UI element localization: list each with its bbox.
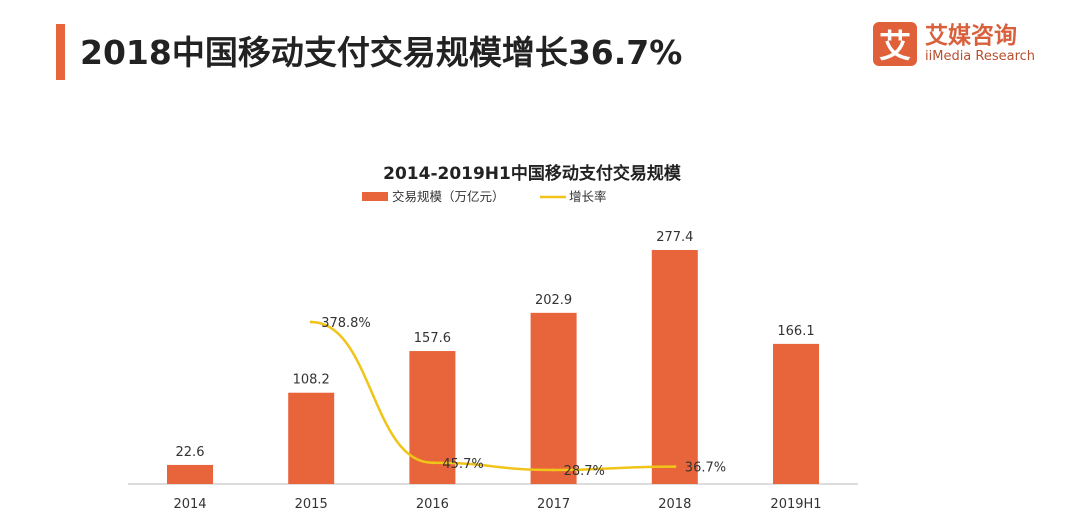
x-tick-2014: 2014 [173,497,206,512]
growth-point-2016 [430,461,434,465]
bar-2017 [530,312,577,484]
growth-point-2015 [309,320,313,324]
x-tick-2018: 2018 [658,497,691,512]
legend-line-label: 增长率 [569,189,607,204]
growth-point-2018 [673,465,677,469]
bar-label-2018: 277.4 [656,230,693,245]
logo-name-en: iiMedia Research [925,49,1036,64]
bar-label-2016: 157.6 [414,331,451,346]
legend-bar-swatch [362,192,388,201]
growth-rate-line [311,320,675,472]
growth-label-2016: 45.7% [442,457,483,472]
growth-point-2017 [552,468,556,472]
logo-mark: 艾 [873,22,917,66]
bar-label-2019H1: 166.1 [777,324,814,339]
x-tick-2015: 2015 [295,497,328,512]
growth-label-2017: 28.7% [564,464,605,479]
bar-2015 [288,392,335,484]
bar-2014 [167,464,213,484]
logo-name-cn: 艾媒咨询 [925,23,1017,49]
growth-label-2018: 36.7% [685,461,726,476]
iimedia-logo: 艾 艾媒咨询 iiMedia Research [873,22,1035,66]
growth-label-2015: 378.8% [321,316,371,331]
x-tick-2016: 2016 [416,497,449,512]
page-title: 2018中国移动支付交易规模增长36.7% [80,33,683,72]
x-tick-2019H1: 2019H1 [770,497,821,512]
legend-bar-label: 交易规模（万亿元） [392,189,505,204]
title-accent-bar [56,24,65,80]
bar-2018 [651,249,698,484]
bar-2019H1 [773,343,819,484]
chart-title: 2014-2019H1中国移动支付交易规模 [383,163,682,184]
bar-label-2014: 22.6 [176,445,205,460]
bar-label-2017: 202.9 [535,293,572,308]
bar-label-2015: 108.2 [293,373,330,388]
x-tick-2017: 2017 [537,497,570,512]
